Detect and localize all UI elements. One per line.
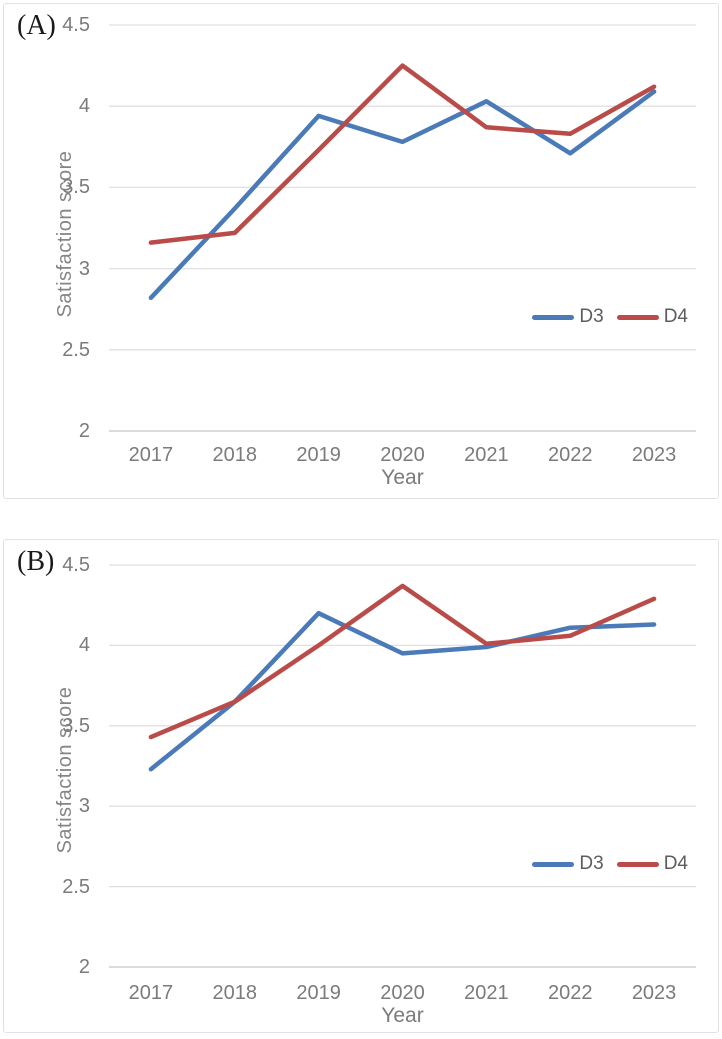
x-tick-label: 2017	[128, 982, 174, 1004]
y-tick-label: 2.5	[62, 338, 90, 361]
y-tick-label: 3	[78, 795, 90, 818]
legend-line-swatch	[616, 314, 659, 320]
x-tick-label: 2020	[380, 444, 425, 466]
legend-line-swatch	[532, 314, 575, 320]
x-tick-label: 2018	[212, 444, 258, 466]
panel-label-b: (B)	[17, 546, 55, 577]
y-tick-label: 2.5	[62, 875, 90, 898]
legend: D3 D4	[532, 306, 688, 328]
x-tick-label: 2023	[631, 982, 677, 1004]
series-line-d4	[148, 583, 657, 740]
series-line-d4	[148, 63, 657, 245]
y-tick-label: 3.5	[62, 714, 90, 737]
legend-item-d3: D3	[532, 306, 604, 328]
x-tick-label: 2019	[296, 982, 341, 1004]
legend-item-d3: D3	[532, 853, 604, 875]
legend-label: D4	[663, 853, 688, 874]
y-tick-label: 3.5	[62, 176, 90, 199]
x-tick-label: 2018	[212, 982, 258, 1004]
legend: D3 D4	[532, 853, 688, 875]
chart-panel-a: (A) Satisfaction score 4.5 4 3.5 3 2.5 2 2017…	[3, 3, 719, 499]
y-tick-label: 2	[78, 420, 90, 442]
y-tick-label: 3	[78, 257, 90, 280]
x-tick-label: 2017	[128, 444, 174, 466]
x-tick-label: 2022	[547, 444, 593, 466]
x-tick-label: 2020	[380, 982, 425, 1004]
x-axis-title: Year	[381, 466, 424, 489]
y-tick-label: 4.5	[62, 14, 90, 36]
line-plot	[109, 564, 696, 968]
legend-label: D4	[663, 306, 688, 327]
legend-line-swatch	[616, 861, 659, 867]
x-axis-title: Year	[381, 1004, 424, 1027]
line-plot	[109, 24, 696, 432]
series-line-d3	[148, 89, 657, 301]
chart-panel-b: (B) Satisfaction score 4.5 4 3.5 3 2.5 2 2017…	[3, 539, 719, 1033]
y-tick-label: 4.5	[62, 554, 90, 576]
x-tick-label: 2021	[464, 444, 509, 466]
x-tick-label: 2023	[631, 444, 677, 466]
series-line-d3	[148, 610, 657, 772]
y-tick-label: 4	[78, 634, 90, 657]
x-tick-label: 2022	[547, 982, 593, 1004]
legend-label: D3	[579, 853, 604, 874]
x-tick-label: 2021	[464, 982, 509, 1004]
legend-line-swatch	[532, 861, 575, 867]
legend-label: D3	[579, 306, 604, 327]
y-tick-label: 4	[78, 95, 90, 118]
y-tick-label: 2	[78, 956, 90, 978]
legend-item-d4: D4	[616, 853, 688, 875]
panel-label-a: (A)	[17, 10, 56, 41]
legend-item-d4: D4	[616, 306, 688, 328]
x-tick-label: 2019	[296, 444, 341, 466]
